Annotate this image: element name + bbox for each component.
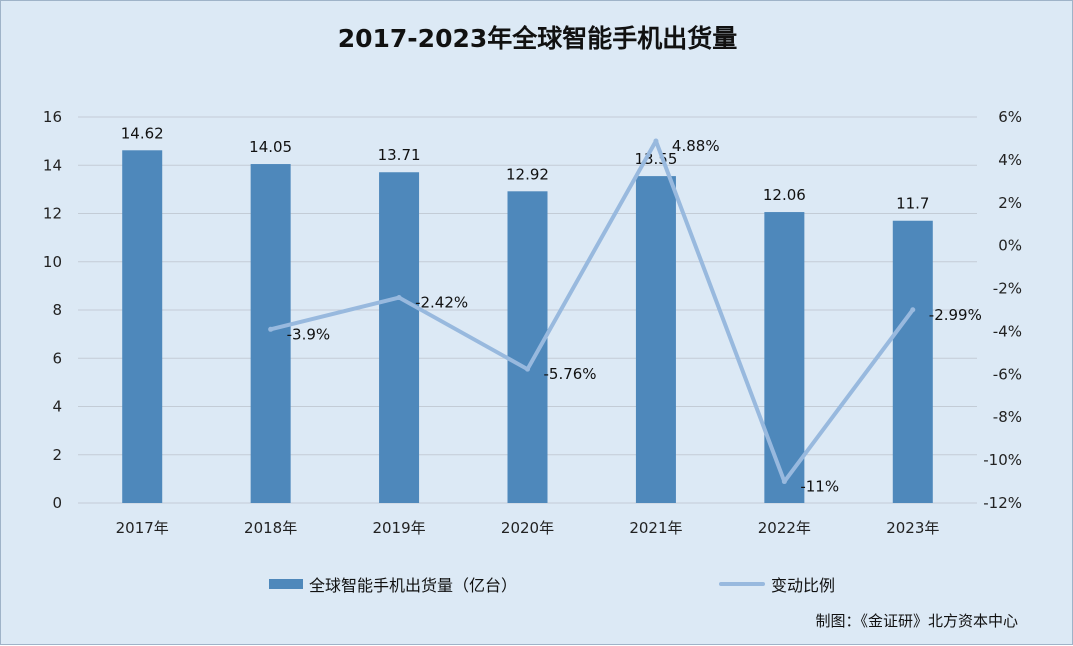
chart-title: 2017-2023年全球智能手机出货量: [337, 24, 738, 53]
legend-line-swatch: [719, 582, 765, 586]
x-tick-label: 2017年: [116, 519, 169, 537]
y-left-tick-label: 14: [43, 156, 62, 174]
line-point: [910, 307, 916, 313]
y-left-tick-label: 6: [52, 349, 62, 367]
y-right-tick-label: -2%: [993, 280, 1022, 298]
bar-value-label: 13.71: [378, 146, 421, 164]
y-left-tick-label: 12: [43, 205, 62, 223]
y-left-tick-label: 16: [43, 108, 62, 126]
y-right-tick-label: -8%: [993, 408, 1022, 426]
bar: [892, 220, 933, 504]
y-left-tick-label: 0: [52, 494, 62, 512]
bar-value-label: 12.06: [763, 186, 806, 204]
legend-item-shipments: 全球智能手机出货量（亿台）: [269, 573, 517, 595]
line-value-label: 4.88%: [672, 137, 720, 155]
legend-bar-swatch: [269, 579, 303, 589]
bar-value-label: 12.92: [506, 165, 549, 183]
line-point: [525, 366, 530, 372]
bar: [635, 176, 676, 503]
x-tick-label: 2022年: [758, 519, 811, 537]
source-note: 制图：《金证研》北方资本中心: [815, 612, 1018, 630]
y-left-tick-label: 2: [52, 446, 62, 464]
line-point: [396, 295, 402, 301]
y-right-tick-label: 4%: [998, 151, 1022, 169]
x-tick-label: 2020年: [501, 519, 554, 537]
x-tick-label: 2018年: [244, 519, 297, 537]
y-left-tick-label: 10: [43, 253, 62, 271]
line-value-label: -11%: [800, 478, 839, 496]
y-right-tick-label: -4%: [993, 322, 1022, 340]
x-tick-label: 2019年: [372, 519, 425, 537]
line-point: [653, 138, 659, 144]
line-point: [268, 326, 274, 332]
bar-value-label: 14.05: [249, 138, 292, 156]
change-rate-line: [268, 139, 915, 484]
bar: [379, 172, 420, 503]
y-right-tick-label: -12%: [983, 494, 1022, 512]
bar: [122, 150, 163, 504]
y-right-tick-label: 0%: [998, 237, 1022, 255]
y-left-tick-label: 8: [52, 301, 62, 319]
line-value-label: -3.9%: [287, 325, 331, 343]
bar-value-label: 14.62: [121, 124, 164, 142]
y-right-tick-label: 6%: [998, 108, 1022, 126]
line-value-label: -5.76%: [544, 365, 597, 383]
legend-label-change-rate: 变动比例: [771, 576, 836, 595]
y-right-tick-label: -6%: [993, 365, 1022, 383]
bar-value-label: 11.7: [896, 195, 929, 213]
x-tick-label: 2023年: [886, 519, 939, 537]
y-left-tick-label: 4: [52, 398, 62, 416]
x-tick-label: 2021年: [629, 519, 682, 537]
y-right-tick-label: 2%: [998, 194, 1022, 212]
line-value-label: -2.42%: [415, 294, 468, 312]
y-right-tick-label: -10%: [983, 451, 1022, 469]
line-value-label: -2.99%: [929, 306, 982, 324]
legend-label-shipments: 全球智能手机出货量（亿台）: [309, 576, 518, 595]
line-point: [781, 479, 787, 485]
bar: [764, 212, 805, 504]
legend-item-change-rate: 变动比例: [719, 573, 835, 595]
bar: [250, 164, 291, 503]
